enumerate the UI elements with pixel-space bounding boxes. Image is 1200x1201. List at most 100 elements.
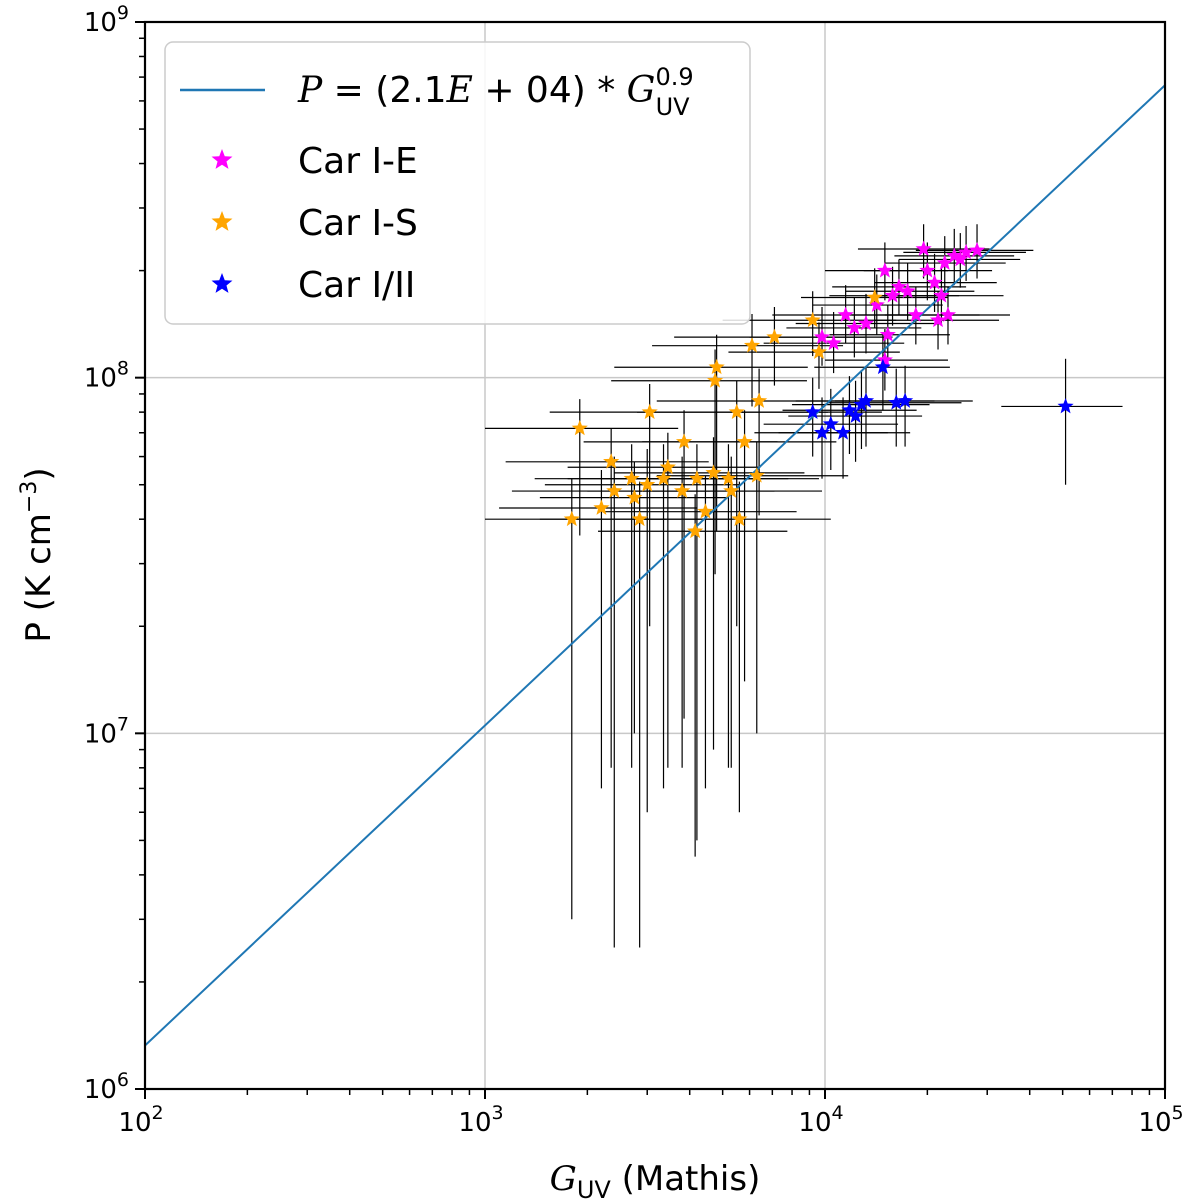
data-point-star (857, 392, 875, 408)
data-point-star (897, 392, 914, 408)
data-point-star (706, 372, 724, 388)
y-tick-label: 106 (84, 1069, 129, 1105)
y-tick-label-exponent: 9 (117, 2, 129, 24)
data-point-star (907, 306, 924, 322)
data-point-star (571, 419, 588, 436)
y-axis-label-close: ) (19, 467, 59, 480)
data-point-star (847, 407, 864, 423)
data-point-star (822, 415, 839, 432)
legend-fit-label-eq: = (2.1 (322, 70, 446, 111)
data-point-star (641, 403, 658, 420)
data-point-star (857, 315, 875, 331)
data-point-star (631, 510, 648, 527)
data-point-star (748, 467, 765, 483)
y-axis-label-superscript: −3 (17, 481, 42, 513)
data-point-star (939, 306, 957, 322)
y-tick-label-exponent: 7 (117, 713, 129, 735)
x-tick-label: 102 (118, 1102, 163, 1138)
y-tick-label: 109 (84, 2, 129, 38)
data-point-star (879, 326, 896, 342)
data-point-star (751, 392, 768, 408)
data-point-star (743, 337, 761, 353)
data-point-star (876, 351, 893, 368)
data-point-star (688, 470, 705, 486)
x-tick-label-base: 10 (118, 1108, 151, 1138)
x-tick-label-base: 10 (798, 1108, 831, 1138)
legend-marker-star (211, 149, 233, 169)
data-point-star (1057, 397, 1074, 414)
data-point-star (958, 243, 975, 260)
data-point-star (899, 282, 916, 299)
y-tick-label: 108 (84, 358, 129, 394)
data-point-star (837, 306, 854, 322)
data-point-star (888, 394, 905, 410)
data-point-star (766, 328, 783, 345)
data-point-star (804, 311, 821, 328)
data-point-star (810, 343, 828, 359)
data-point-star (936, 254, 953, 270)
legend-fit-label-e: E (446, 70, 473, 111)
x-tick-label-base: 10 (458, 1108, 491, 1138)
data-point-star (926, 274, 943, 290)
x-axis-label-symbol: G (550, 1159, 577, 1199)
plot-frame (143, 20, 1167, 1091)
data-point-star (708, 358, 725, 375)
data-point-star (736, 433, 753, 449)
data-point-star (675, 433, 693, 449)
legend-series-label: Car I/II (298, 265, 415, 306)
data-point-star (933, 287, 950, 303)
y-axis-label-text: P (K cm (19, 513, 59, 643)
x-tick-label: 104 (798, 1102, 843, 1138)
x-tick-label-exponent: 3 (492, 1102, 504, 1124)
data-point-star (866, 289, 883, 305)
legend-marker-star (211, 211, 233, 231)
data-point-star (813, 424, 831, 440)
data-point-star (593, 499, 610, 515)
legend-fit-label-g: G (627, 70, 656, 111)
data-point-star (723, 482, 740, 498)
legend-fit-label-superscript: 0.9 (655, 63, 693, 91)
y-tick-label: 107 (84, 713, 129, 749)
data-point-star (846, 319, 863, 335)
data-point-star (659, 458, 676, 475)
legend-fit-label: P = (2.1E + 04) * G0.9 UV (297, 63, 694, 121)
data-point-star (841, 401, 858, 418)
fit-line (145, 84, 1165, 1047)
data-point-star (915, 240, 932, 256)
y-tick-label-base: 10 (84, 719, 117, 749)
x-tick-label-exponent: 2 (152, 1102, 164, 1124)
data-point-star (804, 403, 821, 420)
legend-series-entries: Car I-E Car I-S Car I/II (211, 141, 418, 306)
data-point-star (968, 241, 986, 258)
data-point-star (813, 328, 831, 345)
data-markers (563, 240, 1074, 539)
y-tick-label-base: 10 (84, 1075, 117, 1105)
data-point-star (626, 489, 643, 505)
data-point-star (705, 464, 722, 480)
legend-box (164, 41, 751, 325)
legend-marker-star (211, 273, 233, 293)
data-point-star (623, 470, 640, 486)
x-axis-label-subscript: UV (577, 1176, 612, 1201)
data-point-star (919, 262, 936, 278)
data-point-star (884, 287, 901, 303)
data-point-star (853, 396, 870, 412)
data-point-star (874, 358, 891, 375)
x-tick-label: 105 (1138, 1102, 1183, 1138)
y-tick-label-exponent: 6 (117, 1069, 129, 1091)
data-point-star (890, 278, 908, 294)
legend-fit-label-lhs: P (297, 70, 323, 111)
x-axis-label-rest: (Mathis) (611, 1159, 761, 1199)
data-point-star (834, 424, 852, 440)
x-tick-label: 103 (458, 1102, 503, 1138)
x-tick-label-exponent: 4 (832, 1102, 844, 1124)
legend-series-label: Car I-S (298, 203, 418, 244)
y-axis-label: P (K cm−3) (17, 467, 59, 642)
data-point-star (825, 334, 842, 351)
x-axis-label: GUV (Mathis) (550, 1159, 761, 1201)
legend-fit-label-subscript: UV (656, 93, 691, 121)
data-point-star (952, 250, 969, 267)
